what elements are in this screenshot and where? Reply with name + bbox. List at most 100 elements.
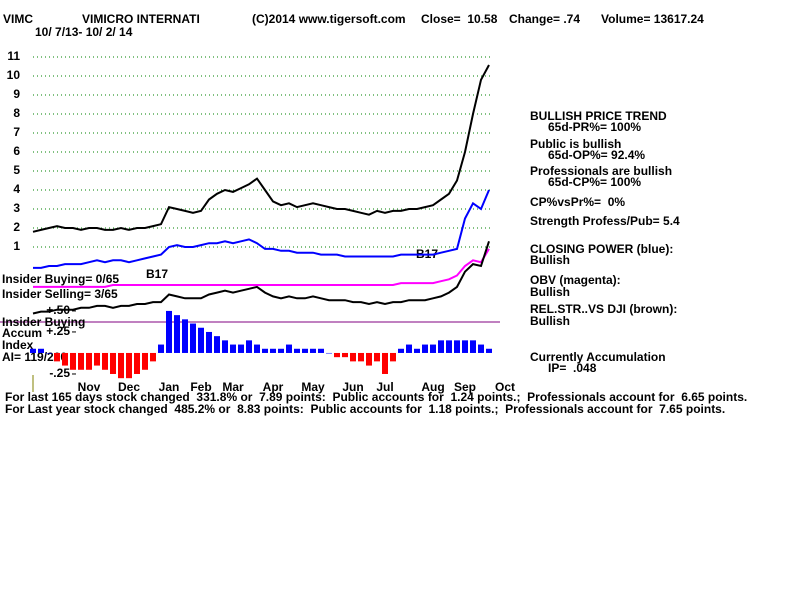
accum-bar xyxy=(254,344,260,353)
y-tick-label: -.25 xyxy=(49,366,70,380)
side-text: BULLISH PRICE TREND xyxy=(530,109,667,123)
y-tick-label: 6 xyxy=(13,144,20,158)
series-line xyxy=(32,240,490,315)
accum-bar xyxy=(246,340,252,353)
insider-buying: Insider Buying= 0/65 xyxy=(2,272,119,286)
x-tick-label: Aug xyxy=(421,380,444,394)
accum-bar xyxy=(422,344,428,353)
x-tick-label: Feb xyxy=(190,380,211,394)
y-tick-label: 5 xyxy=(13,163,20,177)
accum-bar xyxy=(230,344,236,353)
y-tick-label: 7 xyxy=(13,125,20,139)
panel-label: Accum xyxy=(2,326,42,340)
accum-bar xyxy=(374,352,380,362)
y-tick-label: +.25 xyxy=(46,324,70,338)
accum-bar xyxy=(454,340,460,353)
accum-bar xyxy=(86,352,92,370)
ticker: VIMC xyxy=(3,12,33,26)
accum-bar xyxy=(302,348,308,353)
footer: For last 165 days stock changed 331.8% o… xyxy=(5,390,747,404)
y-tick-label: 11 xyxy=(7,49,20,63)
accum-bar xyxy=(382,352,388,374)
x-tick-label: May xyxy=(301,380,325,394)
accum-bar xyxy=(30,348,36,353)
side-text: Bullish xyxy=(530,253,570,267)
panel-label: Index xyxy=(2,338,34,352)
accum-bar xyxy=(478,344,484,353)
series-line xyxy=(32,64,490,233)
accum-bar xyxy=(54,352,60,362)
accum-bar xyxy=(358,352,364,362)
accum-bar xyxy=(342,352,348,358)
x-tick-label: Jul xyxy=(376,380,393,394)
accum-bar xyxy=(214,336,220,353)
accum-bar xyxy=(118,352,124,379)
y-tick-label: 3 xyxy=(13,201,20,215)
volume: Volume= 13617.24 xyxy=(601,12,704,26)
side-text: 65d-OP%= 92.4% xyxy=(548,148,645,162)
accum-bar xyxy=(278,348,284,353)
accum-bar xyxy=(222,340,228,353)
side-text: Bullish xyxy=(530,314,570,328)
side-text: CP%vsPr%= 0% xyxy=(530,195,625,209)
accum-bar xyxy=(398,348,404,353)
accum-bar xyxy=(294,348,300,353)
panel-label: AI= 119/200 xyxy=(2,350,67,364)
side-text: REL.STR..VS DJI (brown): xyxy=(530,302,677,316)
footer: For Last year stock changed 485.2% or 8.… xyxy=(5,402,725,416)
accum-bar xyxy=(70,352,76,370)
side-text: CLOSING POWER (blue): xyxy=(530,242,673,256)
accum-bar xyxy=(438,340,444,353)
accum-bar xyxy=(390,352,396,362)
accum-bar xyxy=(366,352,372,366)
accum-bar xyxy=(62,352,68,366)
x-tick-label: Dec xyxy=(118,380,140,394)
side-text: 65d-CP%= 100% xyxy=(548,175,641,189)
x-tick-label: Nov xyxy=(78,380,101,394)
accum-bar xyxy=(446,340,452,353)
accum-bar xyxy=(206,331,212,353)
accum-bar xyxy=(430,344,436,353)
accum-bar xyxy=(38,348,44,353)
accum-bar xyxy=(406,344,412,353)
accum-bar xyxy=(174,315,180,353)
insider-selling: Insider Selling= 3/65 xyxy=(2,287,118,301)
accum-bar xyxy=(486,348,492,353)
accum-bar xyxy=(318,348,324,353)
x-tick-label: Jan xyxy=(159,380,180,394)
accum-bar xyxy=(262,348,268,353)
accum-bar xyxy=(110,352,116,374)
accum-bar xyxy=(470,340,476,353)
company: VIMICRO INTERNATI xyxy=(82,12,200,26)
accum-bar xyxy=(238,344,244,353)
panel-label: Insider Buying xyxy=(2,315,85,329)
side-text: Strength Profess/Pub= 5.4 xyxy=(530,214,680,228)
dates: 10/ 7/13- 10/ 2/ 14 xyxy=(35,25,133,39)
close: Close= 10.58 xyxy=(421,12,498,26)
x-tick-label: Mar xyxy=(222,380,244,394)
side-text: OBV (magenta): xyxy=(530,273,621,287)
y-tick-label: 1 xyxy=(13,239,20,253)
accum-bar xyxy=(142,352,148,370)
side-text: 65d-PR%= 100% xyxy=(548,120,641,134)
side-text: IP= .048 xyxy=(548,361,597,375)
accum-bar xyxy=(78,352,84,370)
accum-bar xyxy=(270,348,276,353)
accum-bar xyxy=(46,352,52,354)
y-tick-label: 10 xyxy=(7,68,21,82)
accum-bar xyxy=(190,323,196,353)
accum-bar xyxy=(158,344,164,353)
x-tick-label: Oct xyxy=(495,380,515,394)
series-line xyxy=(33,189,490,269)
accum-bar xyxy=(414,348,420,353)
accum-bar xyxy=(166,310,172,353)
copyright: (C)2014 www.tigersoft.com xyxy=(252,12,406,26)
x-tick-label: Sep xyxy=(454,380,476,394)
accum-bar xyxy=(94,352,100,366)
accum-bar xyxy=(182,319,188,353)
side-text: Public is bullish xyxy=(530,137,621,151)
signal: B17 xyxy=(146,267,168,281)
y-tick-label: 2 xyxy=(13,220,20,234)
side-text: Currently Accumulation xyxy=(530,350,666,364)
accum-bar xyxy=(126,352,132,379)
